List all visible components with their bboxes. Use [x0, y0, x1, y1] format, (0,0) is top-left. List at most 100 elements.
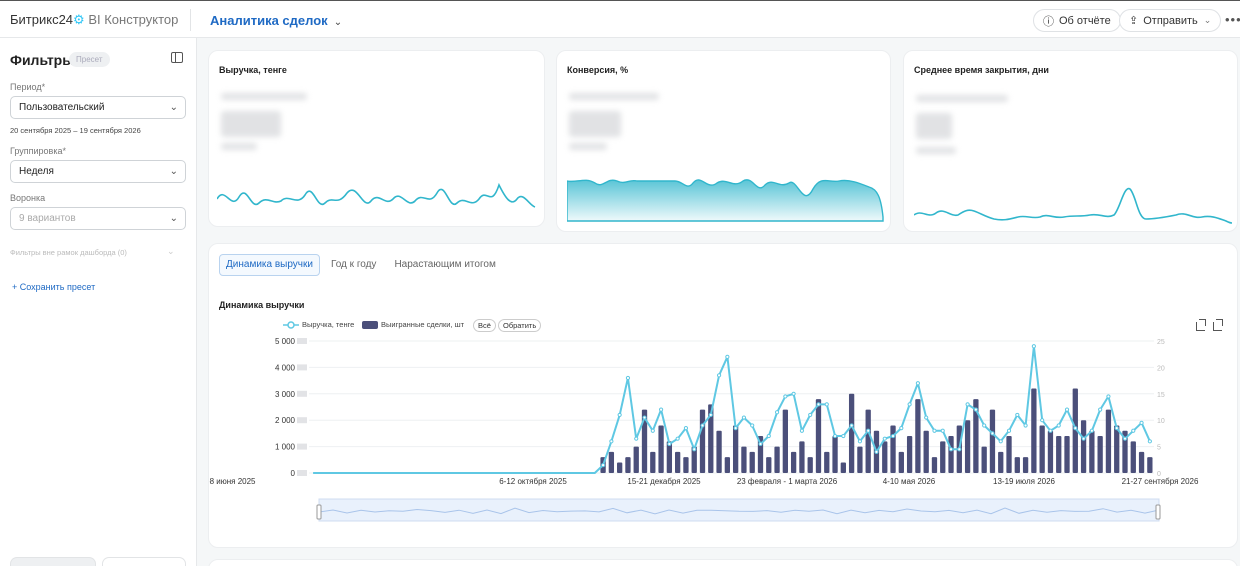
deals-bar[interactable]	[948, 436, 954, 473]
revenue-point[interactable]	[990, 431, 995, 436]
revenue-point[interactable]	[725, 354, 730, 359]
deals-bar[interactable]	[708, 404, 714, 473]
revenue-point[interactable]	[675, 436, 680, 441]
revenue-point[interactable]	[708, 412, 713, 418]
deals-bar[interactable]	[1080, 420, 1087, 473]
revenue-point[interactable]	[957, 447, 962, 452]
revenue-point[interactable]	[882, 436, 887, 441]
revenue-point[interactable]	[1064, 407, 1070, 412]
revenue-point[interactable]	[1139, 420, 1144, 425]
revenue-point[interactable]	[642, 415, 647, 420]
revenue-point[interactable]	[1106, 394, 1111, 399]
deals-bar[interactable]	[766, 457, 772, 473]
revenue-point[interactable]	[1048, 428, 1053, 433]
save-preset-link[interactable]: + Сохранить пресет	[12, 282, 96, 292]
revenue-point[interactable]	[683, 426, 689, 431]
tab-cumulative[interactable]: Нарастающим итогом	[394, 259, 496, 270]
zoom-reset-icon[interactable]	[1213, 319, 1223, 331]
revenue-point[interactable]	[667, 441, 672, 447]
grouping-select[interactable]: Неделя ⌄	[10, 160, 186, 183]
revenue-point[interactable]	[1114, 426, 1119, 431]
deals-bar[interactable]	[617, 462, 623, 473]
revenue-point[interactable]	[1131, 428, 1136, 433]
revenue-point[interactable]	[1040, 418, 1045, 423]
deals-bar[interactable]	[608, 451, 615, 473]
revenue-point[interactable]	[1122, 436, 1128, 441]
funnel-select[interactable]: 9 вариантов ⌄	[10, 207, 186, 230]
deals-bar[interactable]	[716, 430, 722, 473]
revenue-point[interactable]	[899, 426, 904, 431]
revenue-point[interactable]	[600, 462, 606, 468]
legend-all-button[interactable]: Всё	[473, 319, 496, 332]
outside-filters-toggle[interactable]: Фильтры вне рамок дашборда (0)	[10, 248, 127, 257]
revenue-point[interactable]	[948, 447, 954, 452]
deals-bar[interactable]	[807, 457, 813, 473]
deals-bar[interactable]	[1089, 430, 1095, 473]
deals-bar[interactable]	[666, 441, 673, 473]
revenue-point[interactable]	[857, 439, 863, 444]
deals-bar[interactable]	[675, 451, 681, 473]
deals-bar[interactable]	[1147, 457, 1153, 473]
deals-bar[interactable]	[1105, 409, 1112, 473]
deals-bar[interactable]	[832, 436, 838, 473]
deals-bar[interactable]	[1022, 457, 1029, 473]
legend-revenue[interactable]: Выручка, тенге	[283, 320, 354, 329]
deals-bar[interactable]	[641, 409, 648, 473]
revenue-point[interactable]	[866, 428, 871, 433]
deals-bar[interactable]	[782, 409, 788, 473]
revenue-point[interactable]	[774, 410, 780, 415]
revenue-point[interactable]	[783, 394, 788, 399]
brand-logo[interactable]: Битрикс24⚙ BI Конструктор	[10, 12, 178, 28]
revenue-point[interactable]	[758, 441, 763, 447]
revenue-point[interactable]	[816, 402, 821, 407]
revenue-point[interactable]	[932, 428, 937, 433]
deals-bar[interactable]	[1047, 430, 1054, 473]
deals-bar[interactable]	[1056, 436, 1062, 473]
deals-bar[interactable]	[964, 420, 971, 473]
revenue-point[interactable]	[890, 433, 896, 439]
revenue-point[interactable]	[700, 423, 705, 428]
revenue-point[interactable]	[874, 449, 879, 454]
deals-bar[interactable]	[989, 409, 996, 473]
tab-year-over-year[interactable]: Год к году	[330, 259, 377, 270]
deals-bar[interactable]	[824, 451, 830, 473]
period-select[interactable]: Пользовательский ⌄	[10, 96, 186, 119]
revenue-point[interactable]	[841, 433, 846, 439]
revenue-point[interactable]	[965, 402, 970, 407]
deals-bar[interactable]	[981, 446, 987, 473]
deals-bar[interactable]	[625, 457, 631, 473]
revenue-point[interactable]	[1056, 423, 1061, 428]
revenue-point[interactable]	[634, 436, 639, 441]
chevron-down-icon[interactable]: ⌄	[167, 246, 175, 256]
revenue-point[interactable]	[741, 415, 747, 420]
deals-bar[interactable]	[741, 446, 747, 473]
revenue-point[interactable]	[799, 428, 805, 433]
revenue-point[interactable]	[1023, 423, 1028, 428]
revenue-point[interactable]	[650, 428, 655, 433]
revenue-point[interactable]	[609, 439, 614, 444]
deals-bar[interactable]	[790, 451, 797, 473]
revenue-point[interactable]	[733, 426, 738, 431]
deals-bar[interactable]	[633, 446, 639, 473]
deals-bar[interactable]	[650, 451, 656, 473]
revenue-point[interactable]	[1015, 412, 1020, 418]
deals-bar[interactable]	[1006, 436, 1012, 473]
preset-badge[interactable]: Пресет	[69, 52, 110, 67]
revenue-line[interactable]	[313, 345, 1151, 474]
more-menu-icon[interactable]: •••	[1225, 12, 1240, 27]
apply-button[interactable]	[10, 557, 96, 566]
deals-bar[interactable]	[998, 451, 1004, 473]
deals-bar[interactable]	[1031, 388, 1037, 473]
deals-bar[interactable]	[1130, 441, 1136, 473]
deals-bar[interactable]	[1072, 388, 1078, 473]
legend-invert-button[interactable]: Обратить	[498, 319, 542, 332]
revenue-point[interactable]	[658, 407, 664, 412]
revenue-point[interactable]	[849, 423, 854, 428]
revenue-point[interactable]	[832, 433, 838, 439]
revenue-point[interactable]	[940, 428, 945, 433]
revenue-point[interactable]	[766, 433, 771, 439]
revenue-point[interactable]	[1031, 344, 1036, 349]
deals-bar[interactable]	[732, 425, 739, 473]
zoom-handle-right[interactable]	[1155, 504, 1161, 520]
send-button[interactable]: ⇪ Отправить ⌄	[1119, 9, 1222, 32]
